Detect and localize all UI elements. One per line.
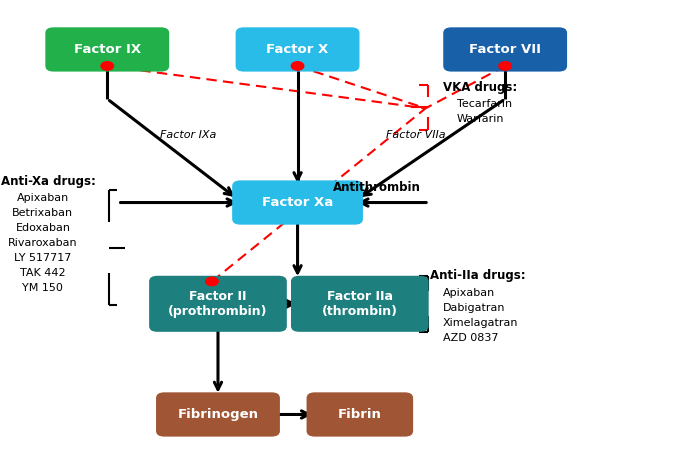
FancyBboxPatch shape [149,276,286,332]
Text: Factor II
(prothrombin): Factor II (prothrombin) [168,290,268,318]
Text: Ximelagatran: Ximelagatran [443,318,518,328]
Text: Antithrombin: Antithrombin [334,181,421,194]
Text: Warfarin: Warfarin [457,114,504,124]
Text: Edoxaban: Edoxaban [15,223,71,233]
FancyBboxPatch shape [235,27,360,72]
Text: Rivaroxaban: Rivaroxaban [8,238,78,248]
Text: Factor IXa: Factor IXa [160,130,216,140]
Text: Anti-IIa drugs:: Anti-IIa drugs: [430,269,526,282]
Text: AZD 0837: AZD 0837 [443,333,498,343]
Circle shape [206,277,218,286]
Text: Betrixaban: Betrixaban [12,208,73,218]
Text: Factor IIa
(thrombin): Factor IIa (thrombin) [322,290,398,318]
FancyBboxPatch shape [291,276,428,332]
Circle shape [499,62,511,70]
FancyBboxPatch shape [307,392,413,437]
FancyBboxPatch shape [46,27,169,72]
FancyBboxPatch shape [232,180,363,225]
Text: Apixaban: Apixaban [443,288,495,298]
Text: LY 517717: LY 517717 [15,253,71,263]
Text: Factor Xa: Factor Xa [262,196,333,209]
Text: Fibrin: Fibrin [338,408,382,421]
Text: Factor X: Factor X [266,43,329,56]
Text: Anti-Xa drugs:: Anti-Xa drugs: [1,175,96,188]
Circle shape [101,62,113,70]
Text: Factor VIIa: Factor VIIa [386,130,446,140]
Text: Apixaban: Apixaban [17,193,69,203]
Text: Fibrinogen: Fibrinogen [177,408,259,421]
Text: VKA drugs:: VKA drugs: [443,81,517,94]
Text: Factor IX: Factor IX [73,43,141,56]
FancyBboxPatch shape [443,27,567,72]
Text: Dabigatran: Dabigatran [443,303,505,313]
Text: Factor VII: Factor VII [469,43,541,56]
Text: Tecarfarin: Tecarfarin [457,98,512,109]
Text: TAK 442: TAK 442 [20,268,66,278]
Text: YM 150: YM 150 [22,283,64,293]
Circle shape [291,62,304,70]
FancyBboxPatch shape [156,392,280,437]
